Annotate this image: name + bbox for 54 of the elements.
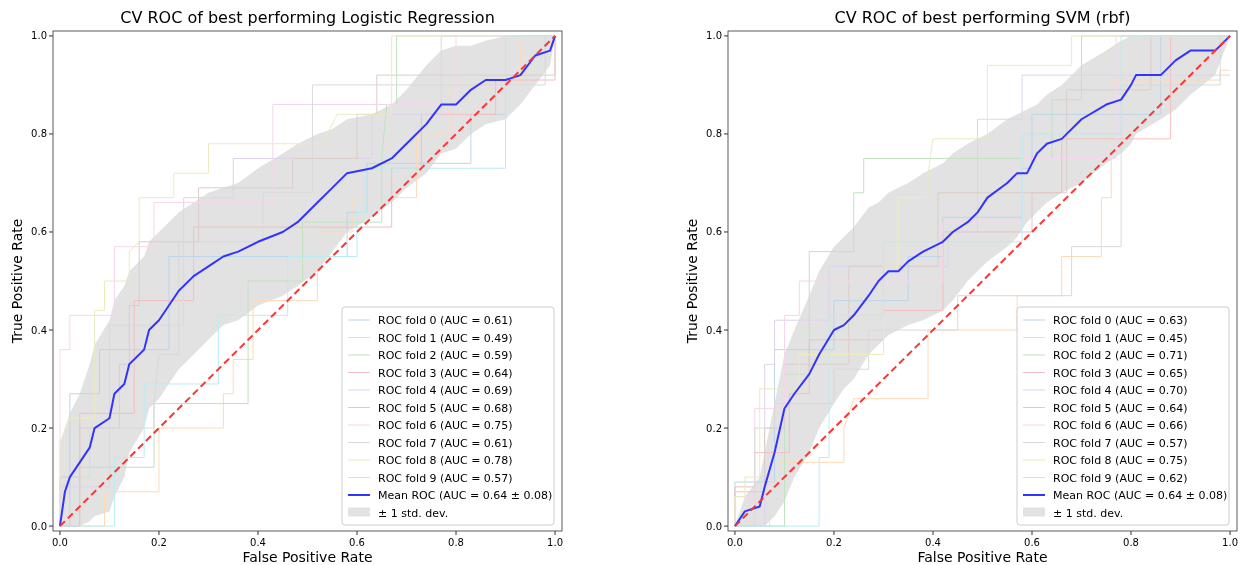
x-tick-label: 0.2 <box>151 537 167 548</box>
y-axis-title: True Positive Rate <box>684 218 700 345</box>
y-tick-label: 0.6 <box>31 226 47 238</box>
y-tick-label: 1.0 <box>31 30 47 42</box>
legend-label: ROC fold 1 (AUC = 0.45) <box>1053 331 1188 345</box>
y-tick-label: 0.4 <box>706 324 722 336</box>
x-tick-label: 0.8 <box>448 537 464 548</box>
x-tick-label: 0.8 <box>1123 537 1139 548</box>
legend-label: ROC fold 7 (AUC = 0.61) <box>378 436 513 450</box>
legend-label: ROC fold 4 (AUC = 0.70) <box>1053 384 1188 397</box>
chart-title: CV ROC of best performing SVM (rbf) <box>834 8 1131 27</box>
y-tick-label: 1.0 <box>706 30 722 42</box>
legend-label: ROC fold 3 (AUC = 0.65) <box>1053 366 1188 380</box>
x-tick-label: 0.4 <box>925 537 941 548</box>
legend-label: ROC fold 1 (AUC = 0.49) <box>378 331 513 345</box>
y-tick-label: 0.0 <box>706 520 722 532</box>
y-tick-label: 0.4 <box>31 324 47 336</box>
y-tick-label: 0.8 <box>706 128 722 140</box>
legend-label: ROC fold 8 (AUC = 0.78) <box>378 454 513 467</box>
legend-label: ROC fold 3 (AUC = 0.64) <box>378 366 513 380</box>
y-axis-title: True Positive Rate <box>9 218 25 345</box>
x-axis-title: False Positive Rate <box>242 549 373 565</box>
y-tick-label: 0.0 <box>31 520 47 532</box>
legend-label: ROC fold 2 (AUC = 0.71) <box>1053 349 1188 362</box>
y-tick-label: 0.8 <box>31 128 47 140</box>
x-tick-label: 1.0 <box>1222 537 1238 548</box>
x-tick-label: 0.6 <box>1024 537 1040 548</box>
x-axis-title: False Positive Rate <box>917 549 1048 565</box>
legend-label: ROC fold 2 (AUC = 0.59) <box>378 349 513 362</box>
legend-label: ROC fold 9 (AUC = 0.57) <box>378 471 513 485</box>
legend-label: ROC fold 9 (AUC = 0.62) <box>1053 471 1188 485</box>
x-tick-label: 0.2 <box>826 537 842 548</box>
legend-label: ROC fold 0 (AUC = 0.61) <box>378 314 513 327</box>
chart-title: CV ROC of best performing Logistic Regression <box>120 8 495 27</box>
legend-label: Mean ROC (AUC = 0.64 ± 0.08) <box>378 489 553 502</box>
legend-label: ROC fold 7 (AUC = 0.57) <box>1053 436 1188 450</box>
x-tick-label: 0.6 <box>349 537 365 548</box>
x-tick-label: 1.0 <box>547 537 563 548</box>
legend-label: ROC fold 6 (AUC = 0.75) <box>378 419 513 432</box>
legend-label: Mean ROC (AUC = 0.64 ± 0.08) <box>1053 489 1228 502</box>
y-tick-label: 0.2 <box>31 422 47 434</box>
y-tick-label: 0.6 <box>706 226 722 238</box>
x-tick-label: 0.4 <box>250 537 266 548</box>
x-tick-label: 0.0 <box>52 537 68 548</box>
annotation: ± 1 std. dev. <box>378 506 449 520</box>
annotation: ± 1 std. dev. <box>1053 506 1124 520</box>
legend-label: ROC fold 6 (AUC = 0.66) <box>1053 419 1188 432</box>
legend-label: ROC fold 5 (AUC = 0.68) <box>378 401 513 415</box>
y-tick-label: 0.2 <box>706 422 722 434</box>
x-tick-label: 0.0 <box>727 537 743 548</box>
legend-label: ROC fold 4 (AUC = 0.69) <box>378 384 513 397</box>
legend-label: ROC fold 8 (AUC = 0.75) <box>1053 454 1188 467</box>
legend-label: ROC fold 5 (AUC = 0.64) <box>1053 401 1188 415</box>
legend-label: ROC fold 0 (AUC = 0.63) <box>1053 314 1188 327</box>
